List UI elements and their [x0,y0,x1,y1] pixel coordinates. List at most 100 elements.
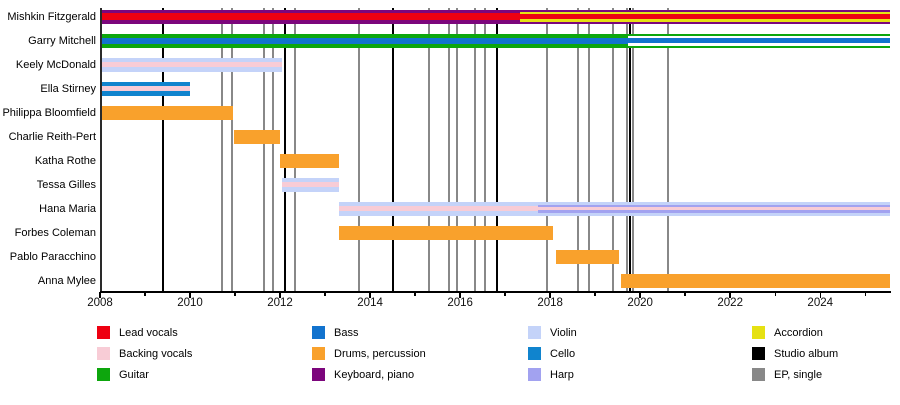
x-axis-major-tick [279,292,281,298]
x-axis-major-tick [729,292,731,298]
bar-stripe-white [627,35,890,38]
x-axis-minor-tick [594,292,596,296]
bar-stripe-keyboard [519,9,890,12]
x-axis-minor-tick [234,292,236,296]
legend-item: Backing vocals [97,343,192,364]
legend-label: Lead vocals [119,326,178,339]
ep-single-line [272,8,275,291]
timeline-bar [538,201,890,216]
bar-stripe-cello [100,91,191,96]
x-axis-minor-tick [144,292,146,296]
ep-single-line [632,8,635,291]
legend-swatch-album [752,347,765,360]
legend-item: Guitar [97,364,192,385]
bar-stripe-violin [538,212,890,216]
legend-swatch-cello [528,347,541,360]
timeline-bar [282,177,339,192]
x-axis-major-tick [639,292,641,298]
studio-album-line [628,8,631,291]
x-axis-minor-tick [324,292,326,296]
bar-stripe-lead [100,13,520,20]
legend-column: Lead vocals Backing vocals Guitar [97,322,192,385]
bar-stripe-keyboard [519,21,890,24]
x-axis-major-tick [819,292,821,298]
x-axis-minor-tick [504,292,506,296]
legend-label: Studio album [774,347,839,360]
bar-stripe-guitar [627,33,890,36]
x-axis-major-tick [99,292,101,298]
bar-stripe-guitar [100,33,628,38]
member-label: Anna Mylee [37,274,96,287]
bar-stripe-violin [338,201,539,206]
legend-column: Accordion Studio album EP, single [752,322,838,385]
legend-swatch-accordion [752,326,765,339]
ep-single-line [448,8,451,291]
x-axis-minor-tick [864,292,866,296]
bar-stripe-backing [538,207,890,210]
bar-stripe-accordion [519,19,890,22]
ep-single-line [588,8,591,291]
member-label: Philippa Bloomfield [2,106,96,119]
x-axis-tick-label: 2008 [87,297,113,309]
legend-item: Violin [528,322,577,343]
studio-album-line [391,8,394,291]
timeline-bar [555,249,619,264]
member-label: Forbes Coleman [14,226,96,239]
timeline-bar [338,201,539,216]
member-label: Katha Rothe [34,154,96,167]
bar-stripe-harp [538,210,890,213]
legend-item: Drums, percussion [312,343,426,364]
legend-label: Violin [550,326,577,339]
bar-stripe-backing [100,86,191,91]
x-axis-line [100,291,891,293]
bar-stripe-backing [282,182,339,187]
timeline-bar [233,129,281,144]
bar-stripe-drums [555,249,619,264]
x-axis-tick-label: 2014 [357,297,383,309]
member-label: Ella Stirney [40,82,96,95]
timeline-bar [621,273,890,288]
bar-stripe-violin [100,57,283,62]
studio-album-line [162,8,165,291]
legend-item: EP, single [752,364,838,385]
legend-item: Accordion [752,322,838,343]
ep-single-line [456,8,459,291]
bar-stripe-violin [538,201,890,205]
bar-stripe-lead [519,14,890,19]
ep-single-line [293,8,296,291]
ep-single-line [263,8,266,291]
ep-single-line [484,8,487,291]
legend-item: Harp [528,364,577,385]
studio-album-line [283,8,286,291]
legend-item: Bass [312,322,426,343]
bar-stripe-violin [338,211,539,216]
legend-swatch-ep [752,368,765,381]
studio-album-line [496,8,499,291]
bar-stripe-drums [233,129,281,144]
ep-single-line [357,8,360,291]
legend-swatch-bass [312,326,325,339]
bar-stripe-violin [282,187,339,192]
bar-stripe-drums [621,273,890,288]
bar-stripe-white [627,43,890,46]
bar-stripe-bass [100,37,628,44]
legend-swatch-keyboard [312,368,325,381]
x-axis-tick-label: 2016 [447,297,473,309]
y-axis-line [100,8,102,291]
timeline-bar [100,57,283,72]
legend-label: Accordion [774,326,823,339]
x-axis-minor-tick [414,292,416,296]
bar-stripe-drums [338,225,554,240]
bar-stripe-backing [338,206,539,211]
legend-label: Backing vocals [119,347,193,360]
timeline-bar [100,33,628,48]
timeline-bar [280,153,339,168]
timeline-bar [627,33,890,48]
legend-item: Cello [528,343,577,364]
member-label: Tessa Gilles [36,178,96,191]
legend-label: EP, single [774,368,823,381]
ep-single-line [625,8,628,291]
legend-column: Violin Cello Harp [528,322,577,385]
member-label: Keely McDonald [15,58,96,71]
legend-label: Harp [550,368,574,381]
